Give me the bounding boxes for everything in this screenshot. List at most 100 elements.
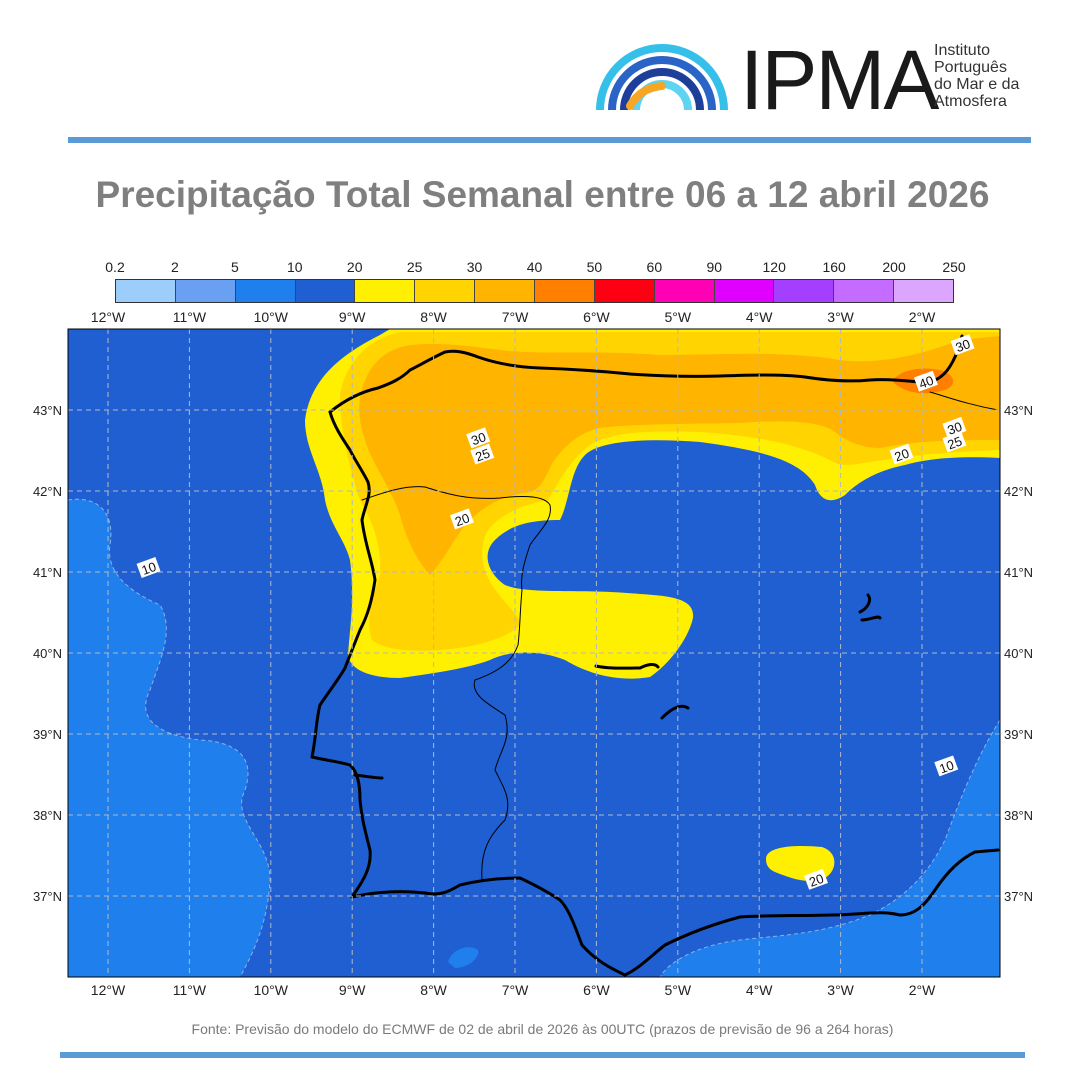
islet-3 bbox=[860, 615, 882, 622]
legend-color-boxes bbox=[115, 279, 954, 303]
legend-box bbox=[175, 280, 236, 302]
longitude-label: 12°W bbox=[91, 982, 126, 998]
gridlines bbox=[68, 329, 1000, 977]
map-title: Precipitação Total Semanal entre 06 a 12… bbox=[95, 174, 990, 215]
longitude-label: 12°W bbox=[91, 309, 126, 325]
footer-divider bbox=[60, 1052, 1025, 1058]
contour-label-text: 20 bbox=[892, 445, 911, 464]
contour-label-bg bbox=[470, 443, 495, 465]
latitude-labels-left: 43°N 42°N 41°N 40°N 39°N 38°N 37°N bbox=[33, 403, 62, 904]
latitude-label: 40°N bbox=[1004, 646, 1033, 661]
longitude-label: 6°W bbox=[583, 309, 610, 325]
south-coast bbox=[350, 848, 1000, 977]
longitude-label: 11°W bbox=[173, 982, 207, 998]
legend-level-label: 200 bbox=[882, 259, 906, 275]
contour-label: 25 bbox=[470, 443, 495, 465]
field-30-40 bbox=[359, 336, 1000, 575]
islet-1 bbox=[660, 704, 690, 720]
contour-lines bbox=[68, 498, 1000, 977]
logo-abbreviation: IPMA bbox=[740, 33, 939, 127]
longitude-label: 4°W bbox=[746, 982, 773, 998]
longitude-label: 8°W bbox=[420, 982, 447, 998]
latitude-label: 41°N bbox=[1004, 565, 1033, 580]
contour-label-bg bbox=[934, 755, 959, 777]
contour-label-text: 25 bbox=[473, 445, 492, 464]
latitude-label: 38°N bbox=[1004, 808, 1033, 823]
legend-box bbox=[834, 280, 895, 302]
logo-name-line: do Mar e da bbox=[934, 76, 1020, 93]
ipma-logo: IPMA Instituto Português do Mar e da Atm… bbox=[592, 38, 1052, 122]
legend-level-label: 90 bbox=[706, 259, 723, 275]
latitude-label: 40°N bbox=[33, 646, 62, 661]
contour-label: 25 bbox=[942, 431, 967, 453]
contour-label: 30 bbox=[950, 334, 975, 356]
field-5-10-west bbox=[68, 499, 270, 977]
longitude-label: 2°W bbox=[909, 982, 936, 998]
contour-label-bg bbox=[466, 427, 491, 449]
legend-box bbox=[235, 280, 296, 302]
legend-box bbox=[415, 280, 476, 302]
longitude-label: 2°W bbox=[909, 309, 936, 325]
contour-label: 40 bbox=[913, 370, 938, 392]
contour-label-bg bbox=[449, 508, 474, 530]
longitude-label: 10°W bbox=[254, 309, 289, 325]
longitude-labels-top: 12°W 11°W 10°W 9°W 8°W 7°W 6°W 5°W 4°W 3°W 2°W bbox=[91, 309, 936, 325]
longitude-labels-bottom: 12°W 11°W 10°W 9°W 8°W 7°W 6°W 5°W 4°W 3°W 2°W bbox=[91, 982, 936, 998]
legend-level-label: 10 bbox=[286, 259, 303, 275]
latitude-label: 42°N bbox=[33, 484, 62, 499]
legend-level-label: 160 bbox=[822, 259, 846, 275]
data-source-note: Fonte: Previsão do modelo do ECMWF de 02… bbox=[191, 1021, 894, 1037]
coastlines bbox=[310, 334, 1000, 977]
field-5-10-blob bbox=[448, 947, 479, 968]
longitude-label: 6°W bbox=[583, 982, 610, 998]
contour-label: 20 bbox=[804, 868, 828, 890]
latitude-label: 42°N bbox=[1004, 484, 1033, 499]
islet-2 bbox=[858, 593, 872, 614]
longitude-label: 11°W bbox=[173, 309, 207, 325]
legend-level-label: 40 bbox=[526, 259, 543, 275]
logo-full-name: Instituto Português do Mar e da Atmosfer… bbox=[934, 42, 1054, 110]
west-coast bbox=[310, 410, 377, 899]
latitude-label: 39°N bbox=[1004, 727, 1033, 742]
contour-label: 20 bbox=[449, 508, 474, 530]
legend-box bbox=[295, 280, 356, 302]
map-frame bbox=[67, 328, 1001, 978]
contour-label-bg bbox=[942, 431, 967, 453]
contour-label-bg bbox=[136, 557, 161, 578]
legend-level-label: 5 bbox=[230, 259, 239, 275]
latitude-label: 39°N bbox=[33, 727, 62, 742]
longitude-label: 5°W bbox=[664, 982, 691, 998]
contour-label-bg bbox=[913, 370, 938, 392]
legend-level-label: 120 bbox=[762, 259, 786, 275]
legend-level-label: 0.2 bbox=[105, 259, 125, 275]
contour-label: 10 bbox=[136, 557, 161, 578]
contour-label-bg bbox=[950, 334, 975, 356]
contour-label-text: 10 bbox=[937, 757, 956, 776]
contour-label: 20 bbox=[889, 443, 914, 465]
logo-name-line: Atmosfera bbox=[934, 93, 1007, 110]
southwest-coast-tip bbox=[353, 773, 384, 780]
legend-level-label: 50 bbox=[586, 259, 603, 275]
latitude-label: 41°N bbox=[33, 565, 62, 580]
header-divider bbox=[68, 137, 1031, 143]
legend-box bbox=[475, 280, 536, 302]
portugal-spain-border bbox=[361, 486, 551, 881]
latitude-label: 37°N bbox=[33, 889, 62, 904]
logo-name-line: Instituto bbox=[934, 42, 991, 59]
mallorca-or-lake bbox=[594, 663, 660, 670]
legend-box bbox=[654, 280, 715, 302]
contour-label-text: 10 bbox=[140, 559, 159, 578]
longitude-label: 3°W bbox=[827, 982, 854, 998]
legend-box bbox=[535, 280, 595, 302]
contour-label-text: 20 bbox=[807, 871, 826, 890]
logo-name-line: Português bbox=[934, 59, 1007, 76]
ipma-arc-icon bbox=[596, 44, 728, 111]
latitude-label: 43°N bbox=[33, 403, 62, 418]
legend-box bbox=[774, 280, 835, 302]
legend-box bbox=[355, 280, 416, 302]
contour-label-bg bbox=[804, 868, 828, 890]
legend-level-label: 25 bbox=[406, 259, 423, 275]
legend-level-label: 60 bbox=[646, 259, 663, 275]
latitude-label: 37°N bbox=[1004, 889, 1033, 904]
